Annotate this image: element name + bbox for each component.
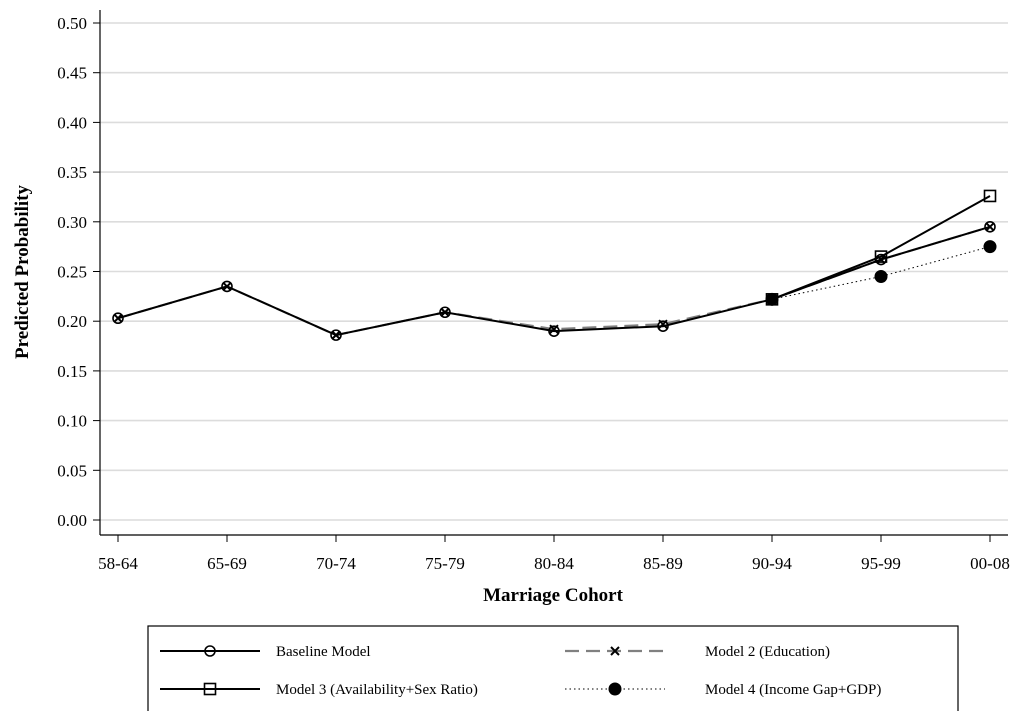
series-1-point <box>439 306 451 319</box>
series-4-point <box>874 269 888 283</box>
y-tick-label: 0.45 <box>57 64 87 83</box>
x-tick-label: 75-79 <box>425 554 465 573</box>
series-1-line <box>117 225 991 337</box>
y-tick-label: 0.15 <box>57 362 87 381</box>
legend-box <box>147 625 959 711</box>
legend: Baseline Model Model 2 (Education) Model 3… <box>147 625 959 711</box>
legend-item-3: Model 3 (Availability+Sex Ratio) <box>160 682 478 698</box>
legend-item-1: Baseline Model <box>160 644 371 660</box>
axes <box>93 10 1008 542</box>
x-tick-labels: 58-64 65-69 70-74 75-79 80-84 85-89 90-94 95-99… <box>98 554 1010 573</box>
series-1-point <box>548 325 560 337</box>
x-tick-label: 70-74 <box>316 554 356 573</box>
series-1-point <box>875 253 887 266</box>
series-1-point <box>766 293 778 306</box>
series-1-point <box>657 320 669 332</box>
x-tick-label: 00-08 <box>970 554 1010 573</box>
legend-label: Model 2 (Education) <box>705 644 830 660</box>
y-tick-label: 0.40 <box>57 113 87 132</box>
series-3-point <box>874 250 888 263</box>
legend-marker <box>204 645 216 657</box>
legend-marker <box>608 682 622 696</box>
series-2-point <box>113 313 123 323</box>
series-4-point <box>983 240 997 254</box>
series-4-line <box>771 246 991 300</box>
legend-marker <box>203 682 217 696</box>
series-lines <box>112 189 997 341</box>
gridlines <box>100 22 1008 521</box>
legend-label: Model 4 (Income Gap+GDP) <box>705 682 881 698</box>
x-tick-label: 80-84 <box>534 554 574 573</box>
series-1-point <box>984 220 996 233</box>
x-tick-label: 95-99 <box>861 554 901 573</box>
series-2-point <box>331 330 341 340</box>
series-3-line <box>771 195 991 301</box>
y-tick-label: 0.35 <box>57 163 87 182</box>
series-1-point <box>330 329 342 341</box>
x-tick-label: 90-94 <box>752 554 792 573</box>
series-2-line <box>117 225 991 337</box>
y-tick-label: 0.20 <box>57 312 87 331</box>
x-axis-title: Marriage Cohort <box>483 585 623 606</box>
legend-item-2: Model 2 (Education) <box>565 644 830 660</box>
legend-marker <box>610 646 620 656</box>
y-tick-label: 0.50 <box>57 14 87 33</box>
y-tick-label: 0.25 <box>57 263 87 282</box>
y-tick-label: 0.10 <box>57 412 87 431</box>
legend-label: Model 3 (Availability+Sex Ratio) <box>276 682 478 698</box>
x-tick-label: 85-89 <box>643 554 683 573</box>
series-2-point <box>767 294 777 305</box>
legend-item-4: Model 4 (Income Gap+GDP) <box>565 682 881 698</box>
series-1-point <box>221 280 233 293</box>
y-axis-title: Predicted Probability <box>12 185 33 359</box>
y-tick-label: 0.30 <box>57 213 87 232</box>
series-2-point <box>440 307 450 317</box>
series-1-point <box>112 312 124 325</box>
y-tick-labels: 0.00 0.05 0.10 0.15 0.20 0.25 0.30 0.35 0.40 0.45… <box>57 14 87 530</box>
x-tick-label: 65-69 <box>207 554 247 573</box>
series-2-point <box>985 222 995 232</box>
series-2-point <box>222 281 232 292</box>
y-tick-label: 0.00 <box>57 511 87 530</box>
y-tick-label: 0.05 <box>57 461 87 480</box>
series-3-point <box>983 189 997 203</box>
x-tick-label: 58-64 <box>98 554 138 573</box>
legend-label: Baseline Model <box>276 644 371 660</box>
